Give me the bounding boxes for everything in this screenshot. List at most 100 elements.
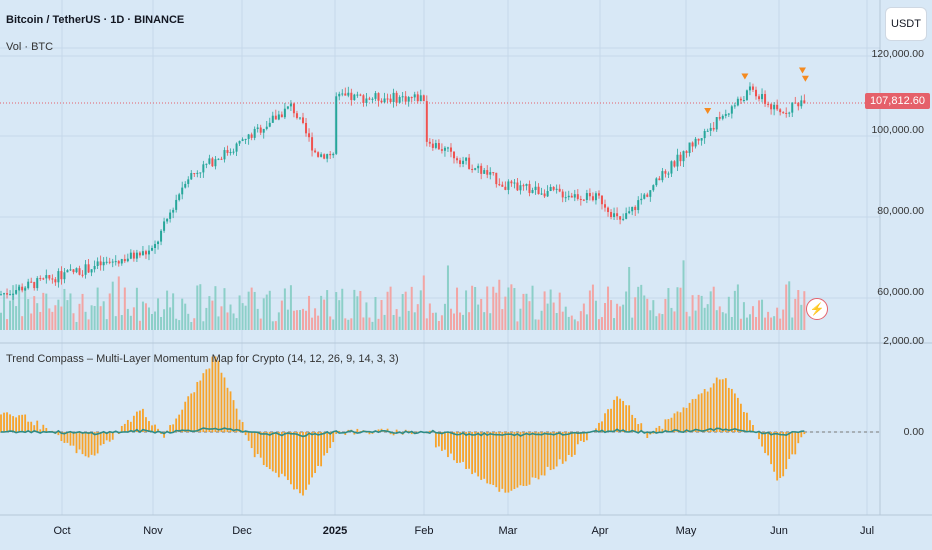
candle-body (199, 172, 202, 174)
volume-bar (652, 300, 655, 330)
volume-legend[interactable]: Vol · BTC (6, 41, 54, 53)
histogram-bar (640, 423, 643, 432)
volume-bar (471, 285, 474, 330)
candle-body (99, 261, 102, 266)
histogram-bar (676, 411, 679, 432)
candle-body (36, 278, 39, 289)
volume-bar (105, 319, 108, 330)
candle-body (748, 86, 751, 91)
candle-body (21, 286, 24, 291)
volume-bar (655, 316, 658, 330)
volume-bar (516, 321, 519, 330)
candle-body (755, 89, 757, 97)
volume-bar (594, 300, 597, 330)
candle-body (739, 98, 742, 101)
candle-body (292, 103, 295, 114)
histogram-bar (253, 432, 256, 458)
candle-body (776, 104, 779, 110)
volume-bar (274, 321, 277, 330)
histogram-bar (537, 432, 540, 480)
histogram-bar (377, 429, 380, 432)
histogram-bar (703, 389, 706, 432)
volume-bar (356, 296, 359, 330)
candle-body (800, 100, 803, 107)
histogram-bar (628, 405, 631, 432)
histogram-bar (634, 418, 637, 432)
volume-bar (616, 303, 619, 330)
volume-bar (362, 317, 365, 330)
histogram-bar (359, 431, 362, 432)
candle-body (697, 138, 700, 141)
volume-bar (776, 307, 779, 330)
volume-bar (259, 318, 262, 330)
histogram-bar (271, 432, 274, 472)
symbol-title[interactable]: Bitcoin / TetherUS · 1D · BINANCE (6, 14, 185, 26)
candle-body (622, 218, 625, 220)
candle-body (507, 181, 510, 190)
candle-body (643, 194, 646, 199)
histogram-bar (111, 432, 114, 440)
candle-body (280, 114, 283, 118)
histogram-bar (465, 432, 467, 470)
lightning-bolt-icon[interactable]: ⚡ (806, 298, 828, 320)
volume-bar (147, 307, 150, 330)
volume-bar (797, 290, 800, 330)
candle-body (483, 170, 486, 174)
candle-body (81, 274, 84, 276)
histogram-bar (450, 432, 452, 454)
candle-body (332, 153, 335, 156)
histogram-bar (69, 432, 72, 446)
volume-bar (108, 293, 111, 330)
histogram-bar (794, 432, 797, 455)
volume-bar (779, 318, 782, 330)
histogram-bar (658, 425, 661, 432)
volume-bar (751, 306, 754, 330)
histogram-bar (510, 432, 513, 491)
volume-bar (736, 284, 739, 330)
volume-bar (129, 315, 132, 330)
histogram-bar (504, 432, 507, 493)
histogram-bar (697, 394, 700, 432)
volume-bar (54, 305, 57, 330)
candle-body (422, 95, 425, 102)
volume-bar (794, 298, 797, 330)
volume-bar (579, 311, 582, 330)
candle-body (519, 185, 522, 191)
candle-body (329, 154, 332, 156)
candle-body (785, 112, 788, 114)
volume-bar (782, 309, 785, 330)
candle-body (169, 212, 172, 219)
candle-body (12, 293, 15, 295)
candle-body (302, 117, 304, 123)
indicator-legend[interactable]: Trend Compass – Multi-Layer Momentum Map… (6, 353, 399, 365)
histogram-bar (33, 425, 36, 432)
volume-bar (0, 312, 2, 330)
histogram-bar (21, 414, 24, 432)
volume-bar (428, 303, 431, 330)
candle-body (779, 109, 782, 113)
candle-body (181, 187, 184, 195)
histogram-bar (229, 391, 232, 432)
volume-bar (199, 284, 202, 330)
volume-bar (528, 301, 531, 330)
volume-bar (649, 310, 652, 330)
histogram-bar (15, 417, 17, 432)
histogram-bar (558, 432, 561, 460)
candle-body (794, 102, 797, 104)
histogram-bar (262, 432, 265, 466)
candle-body (359, 94, 362, 96)
histogram-bar (428, 430, 431, 432)
volume-bar (63, 288, 66, 330)
volume-bar (326, 290, 329, 330)
candle-body (33, 282, 36, 289)
currency-button[interactable]: USDT (886, 8, 926, 40)
histogram-bar (610, 408, 612, 432)
candle-body (561, 191, 564, 198)
candle-body (646, 194, 649, 197)
histogram-bar (163, 432, 165, 438)
volume-bar (184, 303, 187, 330)
candle-body (341, 93, 344, 95)
histogram-bar (57, 432, 60, 436)
